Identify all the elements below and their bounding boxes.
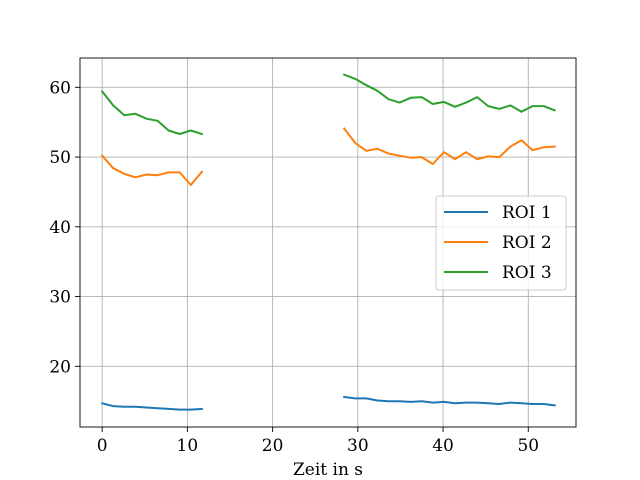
series-line-roi-3 — [100, 90, 204, 136]
x-tick-label: 30 — [347, 436, 369, 456]
legend-label-roi-2: ROI 2 — [502, 233, 552, 253]
x-tick-label: 0 — [97, 436, 108, 456]
series-line-roi-1 — [100, 402, 203, 411]
legend: ROI 1 ROI 2 ROI 3 — [435, 195, 567, 291]
legend-box — [435, 195, 567, 291]
x-tick-label: 10 — [177, 436, 199, 456]
series-line-roi-1 — [343, 395, 556, 407]
series-line-roi-3 — [342, 73, 556, 113]
series-lines — [100, 73, 556, 411]
legend-label-roi-3: ROI 3 — [502, 263, 552, 283]
x-tick-label: 20 — [262, 436, 284, 456]
y-tick-label: 50 — [49, 148, 71, 168]
axis-ticks: 0 10 20 30 40 50 20 30 40 50 60 — [49, 78, 539, 456]
y-tick-label: 60 — [49, 78, 71, 98]
plot-area-frame — [79, 57, 577, 428]
y-tick-label: 20 — [49, 357, 71, 377]
y-tick-label: 40 — [49, 218, 71, 238]
y-tick-label: 30 — [49, 288, 71, 308]
x-tick-label: 40 — [432, 436, 454, 456]
series-line-roi-2 — [342, 127, 556, 165]
legend-label-roi-1: ROI 1 — [502, 203, 552, 223]
x-tick-label: 50 — [517, 436, 539, 456]
series-line-roi-2 — [100, 154, 204, 186]
x-axis-label: Zeit in s — [293, 460, 363, 480]
